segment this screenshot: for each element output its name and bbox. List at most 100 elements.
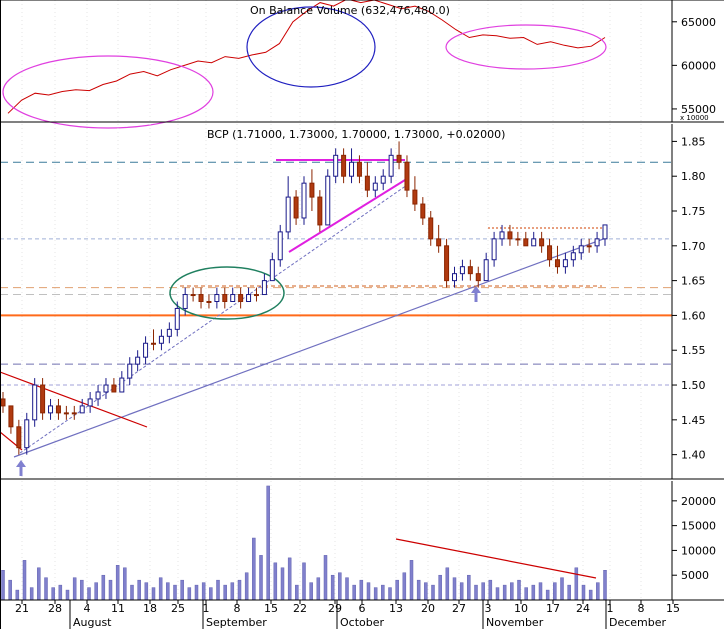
candle-body — [230, 294, 236, 302]
candle-body — [388, 154, 394, 177]
date-tick-label: 24 — [576, 602, 590, 615]
volume-bar — [574, 567, 579, 601]
candle-body — [436, 238, 442, 247]
volume-bar — [309, 582, 313, 601]
candle-body — [333, 154, 339, 177]
volume-bar — [359, 579, 364, 601]
volume-bar — [266, 485, 270, 601]
candle-body — [190, 294, 196, 297]
candle-body — [499, 231, 505, 240]
date-tick-label: 28 — [48, 602, 62, 615]
date-tick-label: 3 — [485, 602, 492, 615]
candle-body — [261, 280, 267, 296]
volume-bar — [244, 572, 249, 601]
volume-bar — [1, 570, 5, 601]
price-axis-tick-label: 1.55 — [681, 344, 706, 357]
volume-bar — [166, 582, 170, 601]
volume-bar — [567, 584, 571, 601]
obv-axis-tick-label: 60000 — [681, 59, 716, 72]
candle-body — [491, 238, 497, 261]
volume-axis-tick-label: 20000 — [681, 495, 716, 508]
candle-body — [452, 273, 457, 282]
volume-bar — [438, 574, 442, 601]
candle-body — [507, 231, 513, 240]
volume-bars — [1, 485, 607, 601]
candle-body — [166, 328, 172, 337]
date-tick-label: 27 — [452, 602, 466, 615]
candle-body — [547, 245, 553, 261]
candle-body — [32, 384, 38, 421]
volume-bar — [424, 582, 428, 601]
date-axis: 21 28 4 11 18 25 1 8 15 22 29 6 13 20 27 3 10 17 24 1 8 15Aug… — [15, 600, 680, 629]
volume-bar — [237, 579, 242, 601]
volume-bar — [409, 560, 414, 601]
volume-bar — [596, 582, 600, 601]
candle-body — [269, 259, 275, 282]
volume-bar — [158, 577, 163, 601]
candle-body — [309, 182, 315, 198]
date-tick-label: 20 — [421, 602, 435, 615]
obv-axis-tick-label: 55000 — [681, 103, 716, 116]
candle-body — [143, 342, 149, 358]
candle-body — [539, 238, 545, 247]
candle-body — [206, 301, 212, 303]
volume-bar — [94, 582, 98, 601]
volume-bar — [123, 567, 127, 601]
date-tick-label: 1 — [607, 602, 614, 615]
volume-bar — [230, 582, 235, 601]
volume-bar — [474, 584, 478, 601]
obv-grid — [21, 0, 642, 122]
volume-axis: 5000 10000 15000 20000 — [672, 495, 716, 582]
volume-bar — [180, 579, 184, 601]
volume-bar — [273, 562, 278, 601]
volume-bar — [323, 555, 328, 601]
month-label: November — [486, 616, 544, 629]
price-reference-lines — [0, 161, 672, 386]
candle-body — [570, 252, 576, 261]
obv-ellipse-middle — [246, 6, 376, 88]
price-grid — [21, 124, 642, 479]
volume-bar — [366, 582, 371, 601]
price-title: BCP (1.71000, 1.73000, 1.70000, 1.73000,… — [207, 128, 505, 141]
candle-body — [63, 412, 69, 415]
volume-bar — [373, 587, 378, 601]
candle-body — [198, 294, 204, 302]
volume-bar — [280, 567, 285, 601]
candle-body — [95, 391, 101, 400]
volume-bar — [144, 582, 149, 601]
candle-body — [214, 294, 220, 302]
volume-bar — [560, 577, 564, 601]
volume-bar — [287, 557, 292, 601]
obv-line — [7, 0, 606, 114]
candle-body — [158, 335, 164, 344]
volume-bar — [29, 587, 34, 601]
volume-bar — [15, 589, 20, 601]
date-tick-label: 18 — [143, 602, 157, 615]
volume-bar — [223, 584, 227, 601]
price-axis-tick-label: 1.45 — [681, 414, 706, 427]
obv-panel: On Balance Volume (632,476,480.0) x 1000… — [2, 0, 716, 129]
volume-bar — [352, 584, 356, 601]
candle-body — [364, 175, 370, 191]
date-tick-label: 15 — [666, 602, 680, 615]
candle-body — [71, 412, 77, 415]
candle-body — [40, 384, 46, 414]
volume-bar — [517, 579, 521, 601]
volume-bar — [467, 574, 471, 601]
consolidation-ellipse — [169, 266, 285, 320]
candle-body — [174, 307, 180, 330]
price-axis-tick-label: 1.65 — [681, 275, 706, 288]
candle-body — [396, 154, 402, 163]
price-axis-tick-label: 1.50 — [681, 379, 706, 392]
month-label: September — [206, 616, 267, 629]
volume-bar — [395, 579, 399, 601]
date-tick-label: 17 — [546, 602, 560, 615]
volume-bar — [416, 579, 421, 601]
volume-bar — [524, 587, 528, 601]
candle-body — [602, 224, 608, 240]
candle-body — [293, 196, 299, 219]
volume-bar — [531, 584, 536, 601]
